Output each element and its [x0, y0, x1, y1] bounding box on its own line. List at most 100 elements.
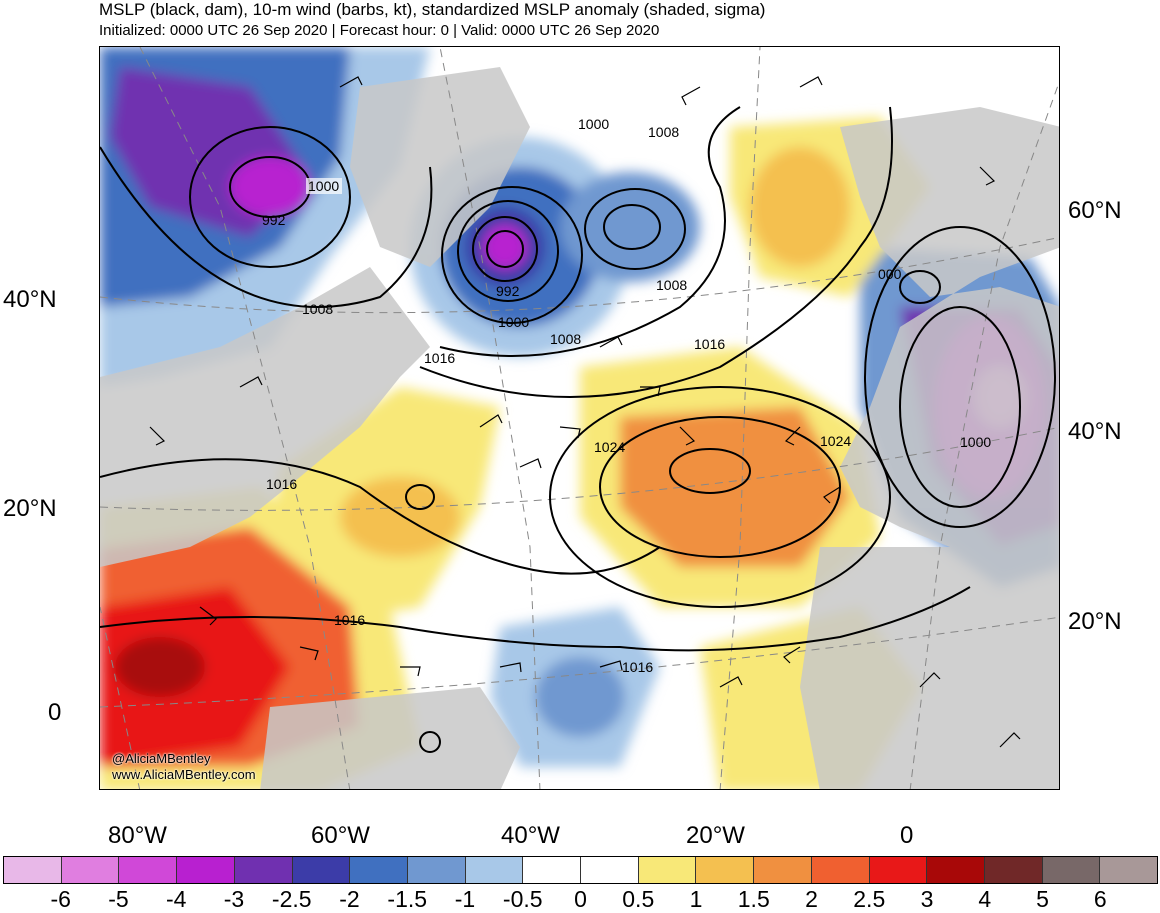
colorbar-swatch — [696, 857, 755, 883]
isobar-canada-1008 — [100, 146, 433, 308]
colorbar-tick-label: 4 — [978, 886, 992, 912]
colorbar-tick-label: 3 — [920, 886, 934, 912]
contour-label: 1000 — [498, 314, 529, 330]
meridian-60w — [139, 47, 351, 789]
isobar-high-1020 — [549, 386, 891, 608]
wind-barb — [640, 386, 661, 397]
land-south-america — [260, 687, 520, 789]
wind-barb — [299, 646, 319, 661]
colorbar — [3, 856, 1158, 884]
colorbar-swatch — [177, 857, 235, 883]
lon-label-80w: 80°W — [108, 822, 167, 849]
contour-label: 992 — [496, 283, 520, 299]
anomaly-orange-north-sea — [750, 147, 850, 267]
contour-label: 1016 — [694, 336, 725, 352]
colorbar-swatch — [523, 857, 582, 883]
meridian-40w — [439, 47, 541, 789]
wind-barb — [149, 426, 166, 446]
wind-barb — [559, 426, 581, 439]
isobar-iceland-low-1 — [603, 204, 661, 250]
isobars — [100, 106, 1056, 753]
map-subtitle: Initialized: 0000 UTC 26 Sep 2020 | Fore… — [99, 22, 660, 39]
wind-barb — [823, 486, 841, 504]
colorbar-tick-label: -1.5 — [387, 886, 428, 912]
isobar-europe-low-2 — [899, 306, 1021, 508]
wind-barb — [199, 606, 217, 626]
wind-barb — [599, 660, 623, 671]
colorbar-swatch — [1042, 857, 1101, 883]
contour-label: 1008 — [656, 277, 687, 293]
wind-barb — [599, 336, 623, 348]
colorbar-swatch — [234, 857, 293, 883]
credit-website: www.AliciaMBentley.com — [112, 767, 256, 782]
colorbar-tick-label: 1 — [689, 886, 703, 912]
wind-barb — [979, 166, 996, 186]
anomaly-orange-mid-atlantic — [620, 407, 850, 567]
colorbar-swatch — [1100, 857, 1158, 883]
anomaly-violet-core-west — [230, 157, 310, 217]
anomaly-orange-west-atlantic — [340, 477, 460, 557]
contour-label: 1024 — [820, 433, 851, 449]
meridian-20w — [719, 47, 761, 789]
colorbar-swatch — [4, 857, 62, 883]
colorbar-tick-label: 0.5 — [622, 886, 655, 912]
colorbar-tick-label: -2.5 — [271, 886, 312, 912]
wind-barbs — [149, 76, 1021, 748]
contour-label: 1000 — [308, 178, 339, 194]
colorbar-tick-label: 5 — [1036, 886, 1049, 912]
isobar-west-high — [405, 484, 435, 510]
wind-barb — [783, 646, 801, 664]
contour-label: 1008 — [550, 331, 581, 347]
colorbar-swatch — [754, 857, 812, 883]
isobar-canada-low-2 — [189, 126, 351, 268]
isobar-europe-low-3 — [864, 226, 1056, 528]
isobar-1016-south — [100, 586, 971, 652]
colorbar-swatch — [927, 857, 985, 883]
credit-text: @AliciaMBentley www.AliciaMBentley.com — [112, 751, 256, 783]
lat-label-left-40n: 40°N — [3, 286, 57, 313]
colorbar-swatch — [350, 857, 408, 883]
wind-barb — [519, 458, 542, 469]
colorbar-tick-label: -6 — [50, 886, 71, 912]
isobar-1016-west — [100, 458, 661, 575]
isobar-1008-north — [439, 106, 741, 357]
credit-handle: @AliciaMBentley — [112, 751, 211, 766]
colorbar-swatch — [292, 857, 351, 883]
wind-barb — [799, 76, 823, 88]
lon-label-40w: 40°W — [501, 822, 560, 849]
contour-label: 1000 — [578, 116, 609, 132]
land-north-america — [100, 267, 430, 567]
wind-barb — [919, 672, 941, 688]
meridian-0 — [909, 81, 1059, 789]
anomaly-darkred-caribbean — [115, 637, 205, 697]
wind-barb — [339, 76, 363, 88]
colorbar-tick-label: -3 — [223, 886, 245, 912]
isobar-caribbean — [419, 731, 441, 753]
isobar-greenland-low-1 — [486, 230, 524, 268]
contour-labels: 1000 992 1008 992 1000 1000 1008 1008 10… — [262, 116, 991, 675]
colorbar-swatch — [119, 857, 178, 883]
contour-label: 1008 — [302, 301, 333, 317]
contour-label: 1016 — [424, 350, 455, 366]
contour-label: 1024 — [594, 439, 625, 455]
isobar-europe-low-1 — [899, 270, 941, 304]
map-canvas: 1000 992 1008 992 1000 1000 1008 1008 10… — [100, 47, 1059, 789]
contour-label: 1016 — [334, 612, 365, 628]
colorbar-swatch — [407, 857, 466, 883]
colorbar-tick-label: -4 — [166, 886, 187, 912]
isobar-greenland-low-3 — [457, 200, 559, 302]
parallel-20n — [100, 426, 1059, 511]
contour-label: 992 — [262, 212, 286, 228]
lat-label-right-20n: 20°N — [1068, 608, 1122, 635]
contour-label: 1008 — [648, 124, 679, 140]
colorbar-tick-label: 2.5 — [853, 886, 886, 912]
colorbar-swatch — [638, 857, 697, 883]
colorbar-tick-label: -2 — [339, 886, 360, 912]
contour-label: 000 — [878, 266, 902, 282]
colorbar-tick-label: -5 — [108, 886, 129, 912]
colorbar-swatch — [811, 857, 870, 883]
parallel-0 — [100, 616, 1059, 708]
colorbar-tick-label: 6 — [1093, 886, 1107, 912]
map-panel[interactable]: 1000 992 1008 992 1000 1000 1008 1008 10… — [99, 46, 1060, 790]
colorbar-swatch — [465, 857, 524, 883]
